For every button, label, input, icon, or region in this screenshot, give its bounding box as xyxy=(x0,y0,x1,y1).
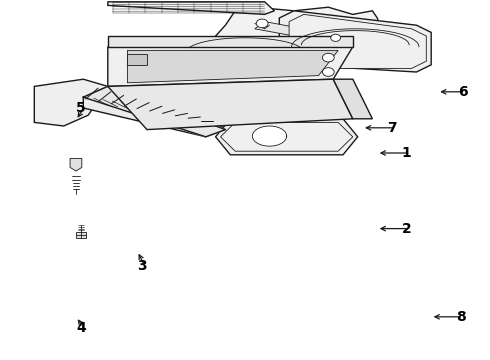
Text: 6: 6 xyxy=(458,85,468,99)
Circle shape xyxy=(322,68,334,76)
Text: 2: 2 xyxy=(402,222,412,235)
Polygon shape xyxy=(76,232,86,238)
Text: 1: 1 xyxy=(402,146,412,160)
Polygon shape xyxy=(279,11,431,72)
Text: 7: 7 xyxy=(387,121,397,135)
Polygon shape xyxy=(252,126,287,146)
Polygon shape xyxy=(83,86,225,137)
Circle shape xyxy=(256,19,268,28)
Polygon shape xyxy=(333,79,372,119)
Text: 8: 8 xyxy=(456,310,466,324)
Polygon shape xyxy=(70,158,82,171)
Polygon shape xyxy=(220,122,353,151)
Text: 3: 3 xyxy=(137,260,147,273)
Polygon shape xyxy=(216,119,358,155)
Polygon shape xyxy=(108,2,274,14)
Polygon shape xyxy=(108,79,353,130)
Circle shape xyxy=(331,34,341,41)
Polygon shape xyxy=(127,54,147,65)
Text: 5: 5 xyxy=(76,101,86,115)
Polygon shape xyxy=(289,14,426,68)
Text: 4: 4 xyxy=(76,321,86,334)
Polygon shape xyxy=(108,36,353,47)
Polygon shape xyxy=(211,7,382,68)
Polygon shape xyxy=(255,22,343,43)
Polygon shape xyxy=(83,86,225,137)
Circle shape xyxy=(322,53,334,62)
Polygon shape xyxy=(34,79,108,126)
Polygon shape xyxy=(127,50,338,83)
Polygon shape xyxy=(108,47,353,86)
